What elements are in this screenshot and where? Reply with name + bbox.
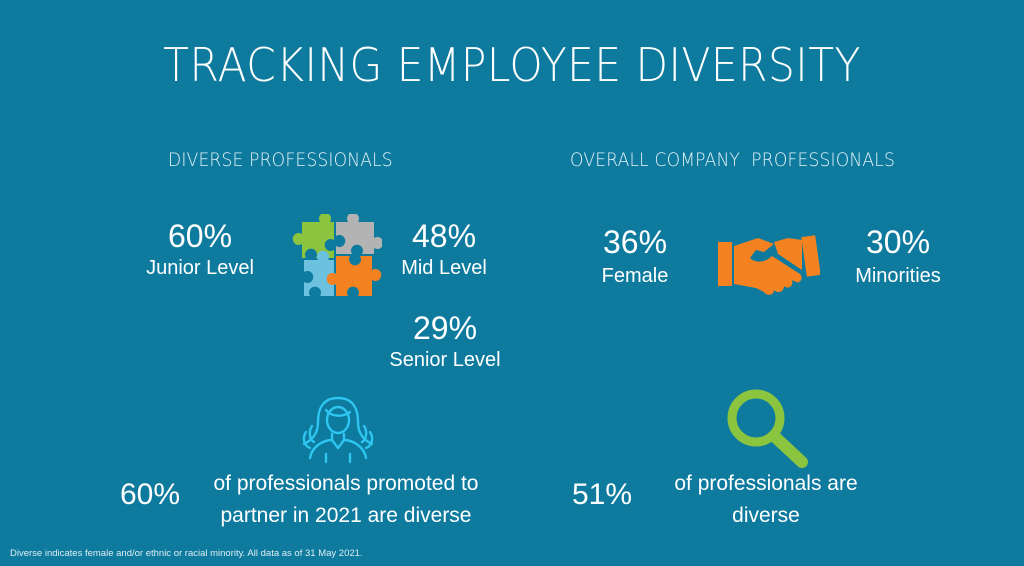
promotion-text-line1: of professionals promoted to xyxy=(213,472,479,495)
female-label: Female xyxy=(601,265,669,287)
mid-level-stat: 48% Mid Level xyxy=(384,218,504,280)
overall-company-heading: OVERALL COMPANY PROFESSIONALS xyxy=(570,149,895,171)
footnote: Diverse indicates female and/or ethnic o… xyxy=(10,548,363,559)
mid-level-label: Mid Level xyxy=(401,257,487,279)
mid-level-value: 48% xyxy=(411,218,477,254)
minorities-stat: 30% Minorities xyxy=(840,224,956,288)
junior-level-value: 60% xyxy=(167,218,233,254)
puzzle-icon xyxy=(290,214,382,306)
magnifier-icon xyxy=(722,386,812,470)
page-title: TRACKING EMPLOYEE DIVERSITY xyxy=(163,38,861,92)
person-icon xyxy=(296,392,380,464)
senior-level-label: Senior Level xyxy=(389,349,501,371)
promotion-text: of professionals promoted to partner in … xyxy=(196,468,496,532)
female-value: 36% xyxy=(602,224,668,260)
female-stat: 36% Female xyxy=(585,224,685,288)
junior-level-label: Junior Level xyxy=(146,257,254,279)
diverse-text-line2: diverse xyxy=(732,504,800,527)
senior-level-stat: 29% Senior Level xyxy=(380,310,510,372)
promotion-text-line2: partner in 2021 are diverse xyxy=(220,504,472,527)
promotion-value: 60% xyxy=(120,478,181,511)
junior-level-stat: 60% Junior Level xyxy=(134,218,266,280)
senior-level-value: 29% xyxy=(412,310,478,346)
diverse-text: of professionals are diverse xyxy=(660,468,872,532)
diverse-text-line1: of professionals are xyxy=(674,472,858,495)
handshake-icon xyxy=(716,228,820,300)
diverse-value: 51% xyxy=(572,478,633,511)
diverse-professionals-heading: DIVERSE PROFESSIONALS xyxy=(168,149,393,171)
minorities-label: Minorities xyxy=(855,265,941,287)
minorities-value: 30% xyxy=(865,224,931,260)
